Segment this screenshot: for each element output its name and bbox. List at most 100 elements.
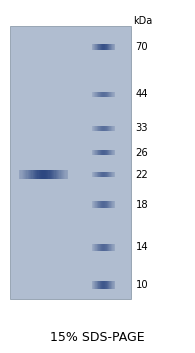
Bar bbox=[100, 281, 101, 289]
Bar bbox=[102, 172, 103, 177]
Bar bbox=[95, 244, 96, 251]
Bar bbox=[92, 281, 93, 289]
Bar bbox=[95, 91, 96, 97]
Bar bbox=[59, 170, 61, 179]
Bar bbox=[50, 170, 51, 179]
Bar bbox=[112, 172, 113, 177]
Bar bbox=[96, 44, 97, 50]
Bar bbox=[96, 281, 97, 289]
Bar bbox=[92, 126, 93, 131]
Bar bbox=[112, 201, 113, 208]
Bar bbox=[48, 170, 50, 179]
Bar bbox=[100, 126, 101, 131]
Bar bbox=[54, 170, 56, 179]
Bar bbox=[57, 170, 58, 179]
Bar bbox=[96, 150, 97, 155]
Bar bbox=[110, 201, 111, 208]
Bar bbox=[102, 244, 103, 251]
Bar bbox=[92, 91, 93, 97]
Bar bbox=[107, 150, 108, 155]
Bar bbox=[41, 170, 42, 179]
Bar bbox=[112, 281, 113, 289]
Bar bbox=[96, 91, 97, 97]
Bar bbox=[108, 244, 109, 251]
Bar bbox=[105, 126, 106, 131]
Bar bbox=[104, 172, 105, 177]
Bar bbox=[114, 172, 115, 177]
Bar bbox=[109, 201, 110, 208]
Bar bbox=[105, 172, 106, 177]
Bar bbox=[97, 244, 98, 251]
Bar bbox=[108, 44, 109, 50]
Bar bbox=[98, 91, 99, 97]
Bar bbox=[106, 244, 107, 251]
Bar bbox=[93, 44, 94, 50]
Bar bbox=[24, 170, 25, 179]
Bar bbox=[93, 172, 94, 177]
Bar bbox=[104, 126, 105, 131]
Bar bbox=[97, 126, 98, 131]
Bar bbox=[112, 150, 113, 155]
Bar bbox=[93, 201, 94, 208]
Bar bbox=[107, 201, 108, 208]
Bar bbox=[100, 201, 101, 208]
Bar bbox=[101, 126, 102, 131]
Bar bbox=[64, 170, 66, 179]
Bar bbox=[19, 170, 20, 179]
Bar bbox=[98, 150, 99, 155]
Bar bbox=[103, 281, 104, 289]
Bar bbox=[110, 172, 111, 177]
Bar bbox=[93, 281, 94, 289]
Bar bbox=[98, 44, 99, 50]
Bar bbox=[114, 91, 115, 97]
Bar bbox=[52, 170, 53, 179]
Bar bbox=[95, 150, 96, 155]
Bar bbox=[105, 281, 106, 289]
Bar bbox=[46, 170, 47, 179]
Bar bbox=[10, 26, 131, 299]
Bar bbox=[35, 170, 36, 179]
Bar bbox=[101, 201, 102, 208]
Bar bbox=[100, 244, 101, 251]
Bar bbox=[103, 201, 104, 208]
Bar bbox=[106, 150, 107, 155]
Bar bbox=[107, 91, 108, 97]
Bar bbox=[110, 281, 111, 289]
Text: 33: 33 bbox=[136, 123, 148, 133]
Bar bbox=[47, 170, 48, 179]
Bar bbox=[108, 150, 109, 155]
Bar bbox=[112, 126, 113, 131]
Bar bbox=[113, 150, 114, 155]
Bar bbox=[22, 170, 23, 179]
Bar bbox=[105, 201, 106, 208]
Bar bbox=[100, 44, 101, 50]
Bar bbox=[96, 244, 97, 251]
Bar bbox=[111, 44, 112, 50]
Bar bbox=[110, 91, 111, 97]
Bar bbox=[100, 91, 101, 97]
Bar bbox=[98, 172, 99, 177]
Bar bbox=[94, 91, 95, 97]
Bar bbox=[28, 170, 29, 179]
Bar bbox=[105, 244, 106, 251]
Bar bbox=[92, 150, 93, 155]
Bar bbox=[113, 201, 114, 208]
Bar bbox=[106, 281, 107, 289]
Bar bbox=[101, 281, 102, 289]
Bar bbox=[104, 150, 105, 155]
Bar bbox=[103, 150, 104, 155]
Bar bbox=[30, 170, 31, 179]
Bar bbox=[108, 281, 109, 289]
Bar bbox=[103, 244, 104, 251]
Text: 26: 26 bbox=[136, 148, 148, 158]
Bar bbox=[113, 91, 114, 97]
Bar bbox=[53, 170, 54, 179]
Bar bbox=[109, 126, 110, 131]
Bar bbox=[110, 150, 111, 155]
Bar bbox=[108, 172, 109, 177]
Bar bbox=[112, 91, 113, 97]
Bar bbox=[94, 44, 95, 50]
Bar bbox=[95, 281, 96, 289]
Bar bbox=[97, 44, 98, 50]
Bar bbox=[111, 172, 112, 177]
